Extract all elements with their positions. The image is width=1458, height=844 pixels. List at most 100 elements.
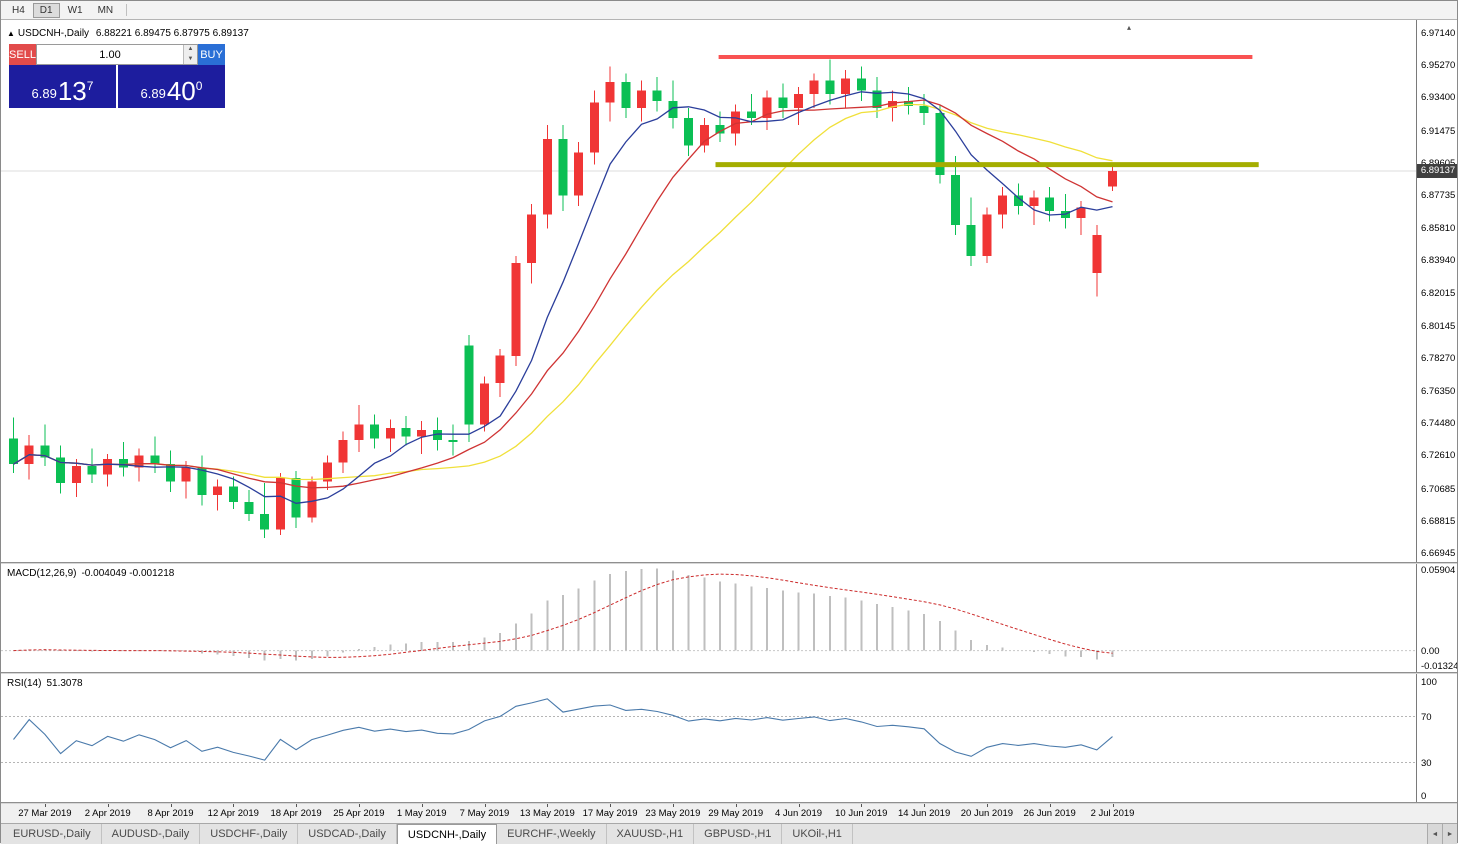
timeframe-button-w1[interactable]: W1	[67, 4, 83, 16]
candlestick	[841, 78, 851, 94]
macd-axis-label: 0.00	[1421, 645, 1440, 657]
one-click-collapse-arrow[interactable]: ▲	[7, 29, 15, 38]
date-tick	[1112, 804, 1114, 807]
candlestick	[134, 455, 144, 468]
candlestick	[118, 459, 128, 468]
chart-area: 6.97140 6.95270 6.93400 6.91475 6.89605 6.877…	[1, 20, 1457, 823]
buy-price-display[interactable]: 6.89 40 0	[118, 65, 225, 108]
candlestick	[809, 80, 819, 95]
ma-mid-line	[13, 99, 1113, 489]
macd-axis-line	[1416, 564, 1417, 672]
tab-eurusd-daily[interactable]: EURUSD-,Daily	[3, 824, 102, 844]
candlestick	[888, 100, 898, 108]
chart-shift-marker[interactable]: ▴	[1127, 23, 1132, 32]
ohlc-values: 6.88221 6.89475 6.87975 6.89137	[95, 28, 249, 39]
date-tick	[861, 804, 863, 807]
date-axis-label: 20 Jun 2019	[960, 808, 1014, 819]
sell-price-display[interactable]: 6.89 13 7	[9, 65, 116, 108]
candlestick	[181, 467, 191, 482]
candlestick	[1076, 207, 1086, 218]
tab-usdchf-daily[interactable]: USDCHF-,Daily	[200, 824, 299, 844]
panel-splitter[interactable]	[1, 672, 1457, 674]
candlestick	[150, 455, 160, 465]
date-tick	[924, 804, 926, 807]
tab-audusd-daily[interactable]: AUDUSD-,Daily	[102, 824, 201, 844]
date-axis-label: 10 Jun 2019	[835, 808, 888, 819]
macd-chart-canvas[interactable]	[1, 564, 1416, 672]
price-axis-label: 6.80145	[1421, 320, 1456, 332]
price-axis-label: 6.76350	[1421, 386, 1456, 398]
candlestick	[746, 111, 756, 119]
ma-fast-line	[13, 91, 1113, 504]
candlestick	[291, 478, 301, 518]
ohlc-info: ▲ USDCNH-,Daily 6.88221 6.89475 6.87975 6…	[7, 28, 249, 39]
date-tick	[610, 804, 612, 807]
candlestick	[762, 97, 772, 119]
volume-spin-down-icon[interactable]: ▼	[184, 54, 197, 64]
date-axis-label: 29 May 2019	[708, 808, 764, 819]
rsi-axis-label: 30	[1421, 757, 1432, 769]
candlestick	[699, 125, 709, 146]
date-axis-label: 13 May 2019	[519, 808, 575, 819]
tab-xauusd-h1[interactable]: XAUUSD-,H1	[607, 824, 695, 844]
candlestick	[558, 138, 568, 196]
price-axis-label: 6.78270	[1421, 352, 1456, 364]
candlestick	[480, 383, 489, 425]
volume-spin-up-icon[interactable]: ▲	[184, 45, 197, 55]
candlestick	[605, 82, 615, 103]
candlestick	[448, 440, 458, 442]
timeframe-button-h4[interactable]: H4	[12, 4, 25, 16]
rsi-value: 51.3078	[46, 678, 83, 689]
candlestick	[197, 467, 207, 496]
tab-gbpusd-h1[interactable]: GBPUSD-,H1	[694, 824, 783, 844]
tab-scroll-right-icon[interactable]: ►	[1442, 824, 1457, 844]
candlestick	[87, 465, 97, 475]
price-axis-label: 6.95270	[1421, 60, 1456, 72]
date-axis-label: 7 May 2019	[459, 808, 510, 819]
tab-usdcnh-daily[interactable]: USDCNH-,Daily	[396, 824, 498, 844]
date-tick	[735, 804, 737, 807]
buy-button[interactable]: BUY	[198, 44, 225, 65]
macd-signal-line	[13, 573, 1113, 658]
date-tick	[1049, 804, 1051, 807]
timeframe-button-mn[interactable]: MN	[97, 4, 114, 16]
date-tick	[44, 804, 46, 807]
candlestick	[668, 100, 678, 119]
candlestick	[715, 125, 725, 134]
price-axis-label: 6.83940	[1421, 255, 1456, 267]
tab-eurchf-weekly[interactable]: EURCHF-,Weekly	[497, 824, 607, 844]
rsi-chart-canvas[interactable]	[1, 674, 1416, 802]
candlestick	[856, 78, 866, 91]
buy-price-prefix: 6.89	[140, 86, 166, 101]
timeframe-button-d1[interactable]: D1	[32, 2, 60, 18]
price-axis-label: 6.85810	[1421, 223, 1456, 235]
candlestick	[903, 100, 913, 107]
candlestick	[589, 102, 599, 153]
date-tick	[672, 804, 674, 807]
candlestick	[307, 481, 317, 518]
date-axis-label: 27 Mar 2019	[18, 808, 72, 819]
candlestick	[1108, 170, 1117, 187]
macd-axis-label: -0.01324	[1421, 661, 1457, 672]
sell-price-sup: 7	[86, 79, 94, 93]
macd-axis-label: 0.05904	[1421, 565, 1456, 576]
candlestick	[778, 97, 788, 108]
sell-button[interactable]: SELL	[9, 44, 36, 65]
volume-input[interactable]	[37, 45, 183, 64]
candlestick	[56, 457, 66, 484]
panel-splitter[interactable]	[1, 802, 1457, 804]
tab-scroll-left-icon[interactable]: ◄	[1427, 824, 1442, 844]
candlestick	[417, 429, 427, 437]
date-tick	[107, 804, 109, 807]
candlestick	[935, 113, 945, 175]
panel-splitter[interactable]	[1, 562, 1457, 564]
candlestick	[464, 345, 474, 425]
price-chart-canvas[interactable]	[1, 20, 1416, 562]
candlestick	[511, 262, 521, 356]
tab-ukoil-h1[interactable]: UKOil-,H1	[782, 824, 853, 844]
candlestick	[1045, 197, 1055, 212]
tab-usdcad-daily[interactable]: USDCAD-,Daily	[298, 824, 397, 844]
price-axis-label: 6.93400	[1421, 92, 1456, 104]
date-axis-label: 12 Apr 2019	[207, 808, 259, 819]
candlestick	[966, 224, 976, 256]
